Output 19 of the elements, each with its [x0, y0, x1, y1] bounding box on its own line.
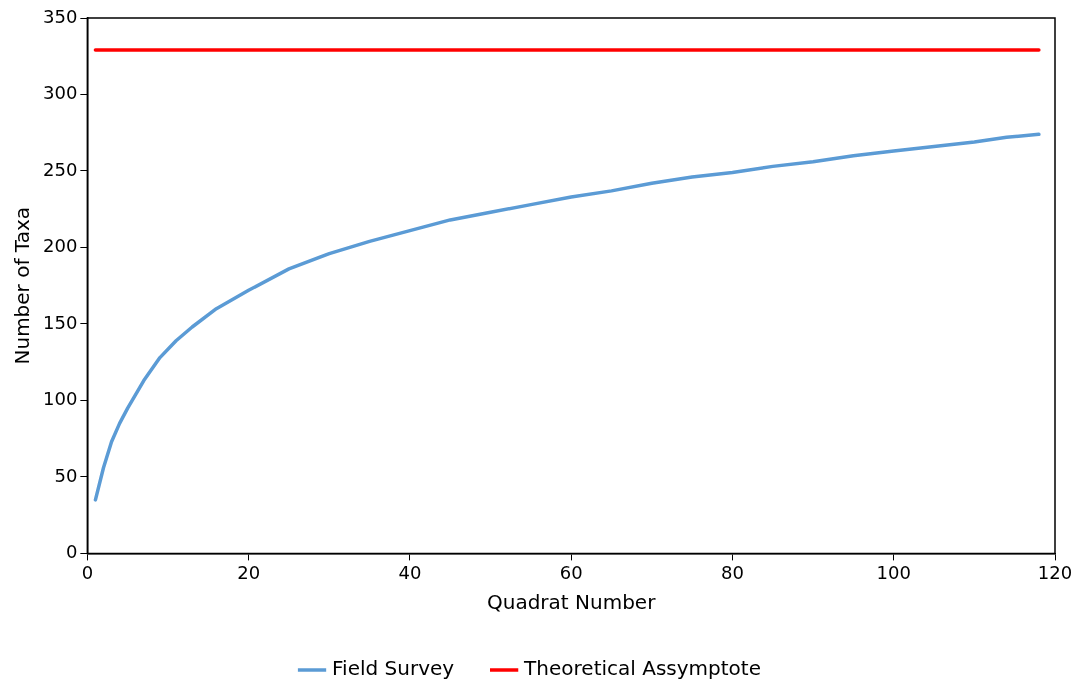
x-tick-label: 80	[721, 561, 744, 583]
x-tick-label: 40	[398, 561, 422, 583]
x-axis-title: Quadrat Number	[486, 590, 657, 615]
y-tick-label: 100	[43, 388, 78, 410]
y-tick-label: 50	[54, 464, 78, 486]
y-tick-label: 250	[43, 158, 78, 180]
x-tick-label: 20	[237, 561, 261, 583]
y-tick-label: 300	[43, 82, 78, 104]
x-tick-label: 60	[559, 561, 583, 583]
y-tick-label: 0	[65, 541, 78, 563]
legend-label: Theoretical Assymptote	[523, 656, 761, 681]
y-tick-label: 350	[43, 5, 78, 27]
x-tick-label: 0	[81, 561, 94, 583]
x-tick-label: 120	[1037, 561, 1073, 583]
y-tick-label: 200	[43, 235, 78, 257]
y-axis-title: Number of Taxa	[10, 206, 35, 365]
y-tick-label: 150	[43, 311, 78, 333]
x-tick-label: 100	[876, 561, 911, 583]
legend-label: Field Survey	[332, 656, 455, 681]
